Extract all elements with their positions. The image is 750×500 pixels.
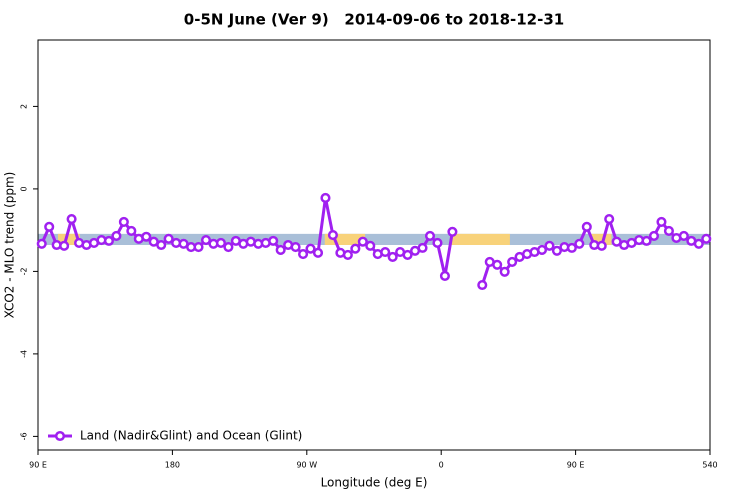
point bbox=[656, 216, 667, 227]
point bbox=[298, 249, 309, 260]
y-tick-label: 0 bbox=[20, 186, 29, 191]
point bbox=[492, 259, 503, 270]
point bbox=[215, 237, 226, 248]
point bbox=[678, 230, 689, 241]
point bbox=[544, 240, 555, 251]
point bbox=[477, 279, 488, 291]
point bbox=[566, 242, 577, 253]
point bbox=[103, 235, 114, 246]
point bbox=[193, 242, 204, 253]
point bbox=[342, 249, 353, 260]
x-tick-label: 180 bbox=[165, 461, 180, 470]
x-tick-label: 0 bbox=[439, 461, 444, 470]
point bbox=[424, 230, 436, 241]
band bbox=[450, 233, 510, 245]
point bbox=[507, 256, 518, 267]
point bbox=[499, 266, 510, 277]
point bbox=[141, 231, 152, 242]
x-axis-label: Longitude (deg E) bbox=[321, 476, 428, 490]
point bbox=[118, 216, 129, 227]
x-tick-label: 540 bbox=[702, 461, 717, 470]
band bbox=[38, 233, 710, 245]
band bbox=[324, 233, 366, 245]
point bbox=[581, 221, 592, 232]
x-tick-label: 90 E bbox=[567, 461, 585, 470]
point bbox=[223, 242, 234, 253]
point bbox=[417, 242, 428, 253]
point bbox=[380, 246, 391, 258]
point bbox=[126, 225, 137, 237]
y-tick-label: -4 bbox=[20, 350, 29, 358]
point bbox=[357, 236, 368, 247]
y-tick-label: -2 bbox=[20, 267, 29, 275]
band bbox=[590, 233, 612, 245]
point bbox=[387, 251, 398, 263]
point bbox=[663, 225, 674, 237]
chart-title: 0-5N June (Ver 9) 2014-09-06 to 2018-12-… bbox=[184, 11, 564, 29]
point bbox=[327, 230, 338, 241]
point bbox=[536, 244, 548, 255]
point bbox=[402, 249, 413, 260]
point bbox=[693, 238, 704, 249]
point bbox=[320, 192, 331, 204]
point bbox=[268, 235, 279, 246]
point bbox=[66, 213, 77, 225]
point bbox=[163, 233, 174, 244]
point bbox=[574, 238, 585, 249]
point bbox=[305, 243, 316, 254]
point bbox=[641, 235, 652, 246]
point bbox=[365, 240, 376, 251]
point bbox=[312, 247, 324, 258]
point bbox=[447, 226, 458, 237]
legend-label: Land (Nadir&Glint) and Ocean (Glint) bbox=[80, 429, 302, 443]
y-tick-label: -6 bbox=[20, 432, 29, 440]
point bbox=[44, 221, 55, 232]
point bbox=[156, 239, 167, 251]
point bbox=[432, 237, 443, 248]
point bbox=[439, 270, 450, 281]
point bbox=[59, 240, 70, 251]
y-axis-label: XCO2 - MLO trend (ppm) bbox=[3, 172, 17, 319]
point bbox=[551, 245, 562, 256]
point bbox=[36, 238, 47, 249]
legend-marker bbox=[54, 430, 66, 442]
point bbox=[701, 233, 712, 244]
point bbox=[290, 242, 301, 253]
point bbox=[604, 213, 615, 225]
x-tick-label: 90 E bbox=[29, 461, 47, 470]
band bbox=[58, 233, 80, 245]
y-tick-label: 2 bbox=[20, 104, 29, 109]
point bbox=[350, 243, 361, 254]
point bbox=[648, 230, 660, 241]
point bbox=[200, 235, 212, 246]
point bbox=[596, 240, 607, 251]
x-tick-label: 90 W bbox=[296, 461, 317, 470]
point bbox=[111, 230, 122, 241]
point bbox=[275, 244, 286, 255]
